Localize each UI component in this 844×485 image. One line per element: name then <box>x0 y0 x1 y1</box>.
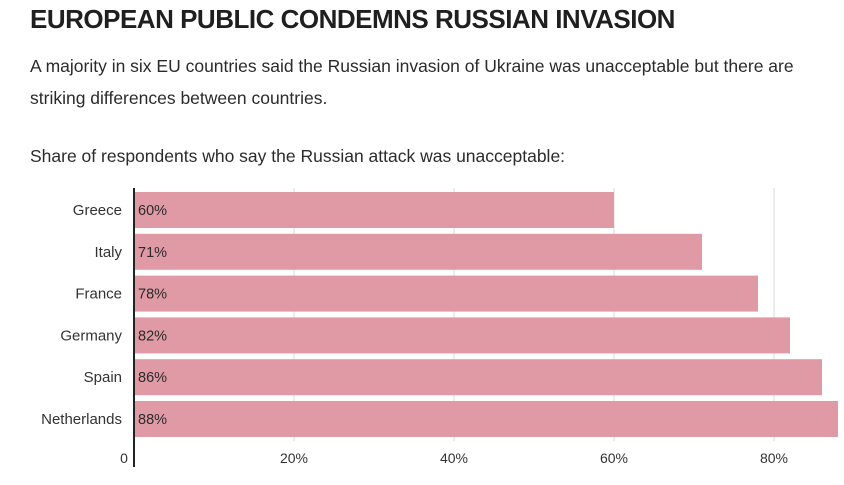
bar <box>134 401 838 437</box>
bar <box>134 275 758 312</box>
value-label: 60% <box>138 203 167 219</box>
value-label: 88% <box>138 412 167 428</box>
chart-title: EUROPEAN PUBLIC CONDEMNS RUSSIAN INVASIO… <box>30 4 675 34</box>
bar <box>134 233 702 270</box>
category-label: Germany <box>60 327 122 344</box>
chart-subtitle: A majority in six EU countries said the … <box>30 56 794 108</box>
x-tick-label: 0 <box>120 450 128 466</box>
value-label: 71% <box>138 245 167 261</box>
value-label: 86% <box>138 370 167 386</box>
category-label: France <box>75 286 122 303</box>
labels: Greece 60% Italy 71% France 78% Germany 82% Spai… <box>41 202 167 428</box>
value-label: 82% <box>138 328 167 344</box>
value-label: 78% <box>138 287 167 303</box>
bars <box>134 192 838 437</box>
x-tick-label: 20% <box>280 450 308 466</box>
x-tick-label: 80% <box>760 450 788 466</box>
category-label: Italy <box>94 244 122 261</box>
category-label: Greece <box>73 202 122 219</box>
gridlines <box>293 188 775 441</box>
x-tick-label: 40% <box>440 450 468 466</box>
bar <box>134 317 790 354</box>
category-label: Spain <box>84 369 122 386</box>
axes: 0 20% 40% 60% 80% <box>120 188 788 467</box>
bar <box>134 359 822 396</box>
category-label: Netherlands <box>41 411 122 428</box>
chart-heading: Share of respondents who say the Russian… <box>30 146 566 166</box>
bar <box>134 192 614 228</box>
x-tick-label: 60% <box>600 450 628 466</box>
